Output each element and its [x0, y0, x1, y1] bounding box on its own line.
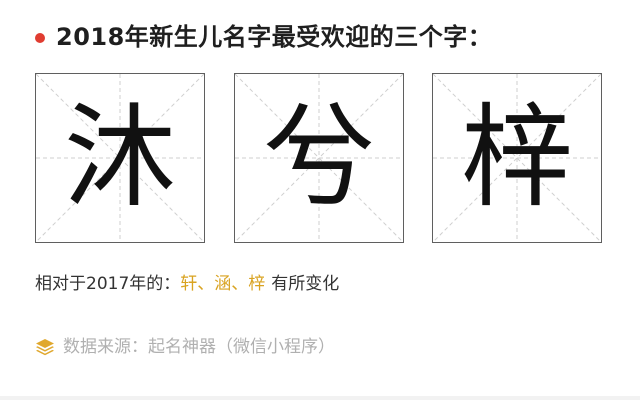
change-note-suffix: 有所变化 [271, 274, 340, 294]
grid-character: 沐 [64, 93, 176, 223]
char-grid-box: 兮 [234, 73, 404, 243]
character-grid-row: 沐 兮 梓 [35, 73, 605, 244]
grid-guide-lines [433, 74, 601, 242]
char-grid-box: 沐 [35, 73, 205, 243]
bottom-divider [0, 396, 640, 400]
change-note: 相对于2017年的：轩、涵、梓 有所变化 [35, 272, 339, 296]
data-source: 数据来源：起名神器（微信小程序） [35, 334, 335, 360]
grid-character: 梓 [461, 93, 573, 223]
layers-icon [35, 338, 55, 356]
change-note-prefix: 相对于2017年的： [35, 274, 181, 294]
data-source-text: 数据来源：起名神器（微信小程序） [63, 337, 335, 357]
page-title: 2018年新生儿名字最受欢迎的三个字： [56, 23, 493, 51]
grid-guide-lines [235, 74, 403, 242]
grid-character: 兮 [263, 93, 375, 223]
char-grid-box: 梓 [432, 73, 602, 243]
grid-guide-lines [36, 74, 204, 242]
title-bullet-dot [35, 33, 45, 43]
change-note-highlight: 轩、涵、梓 [180, 274, 266, 294]
